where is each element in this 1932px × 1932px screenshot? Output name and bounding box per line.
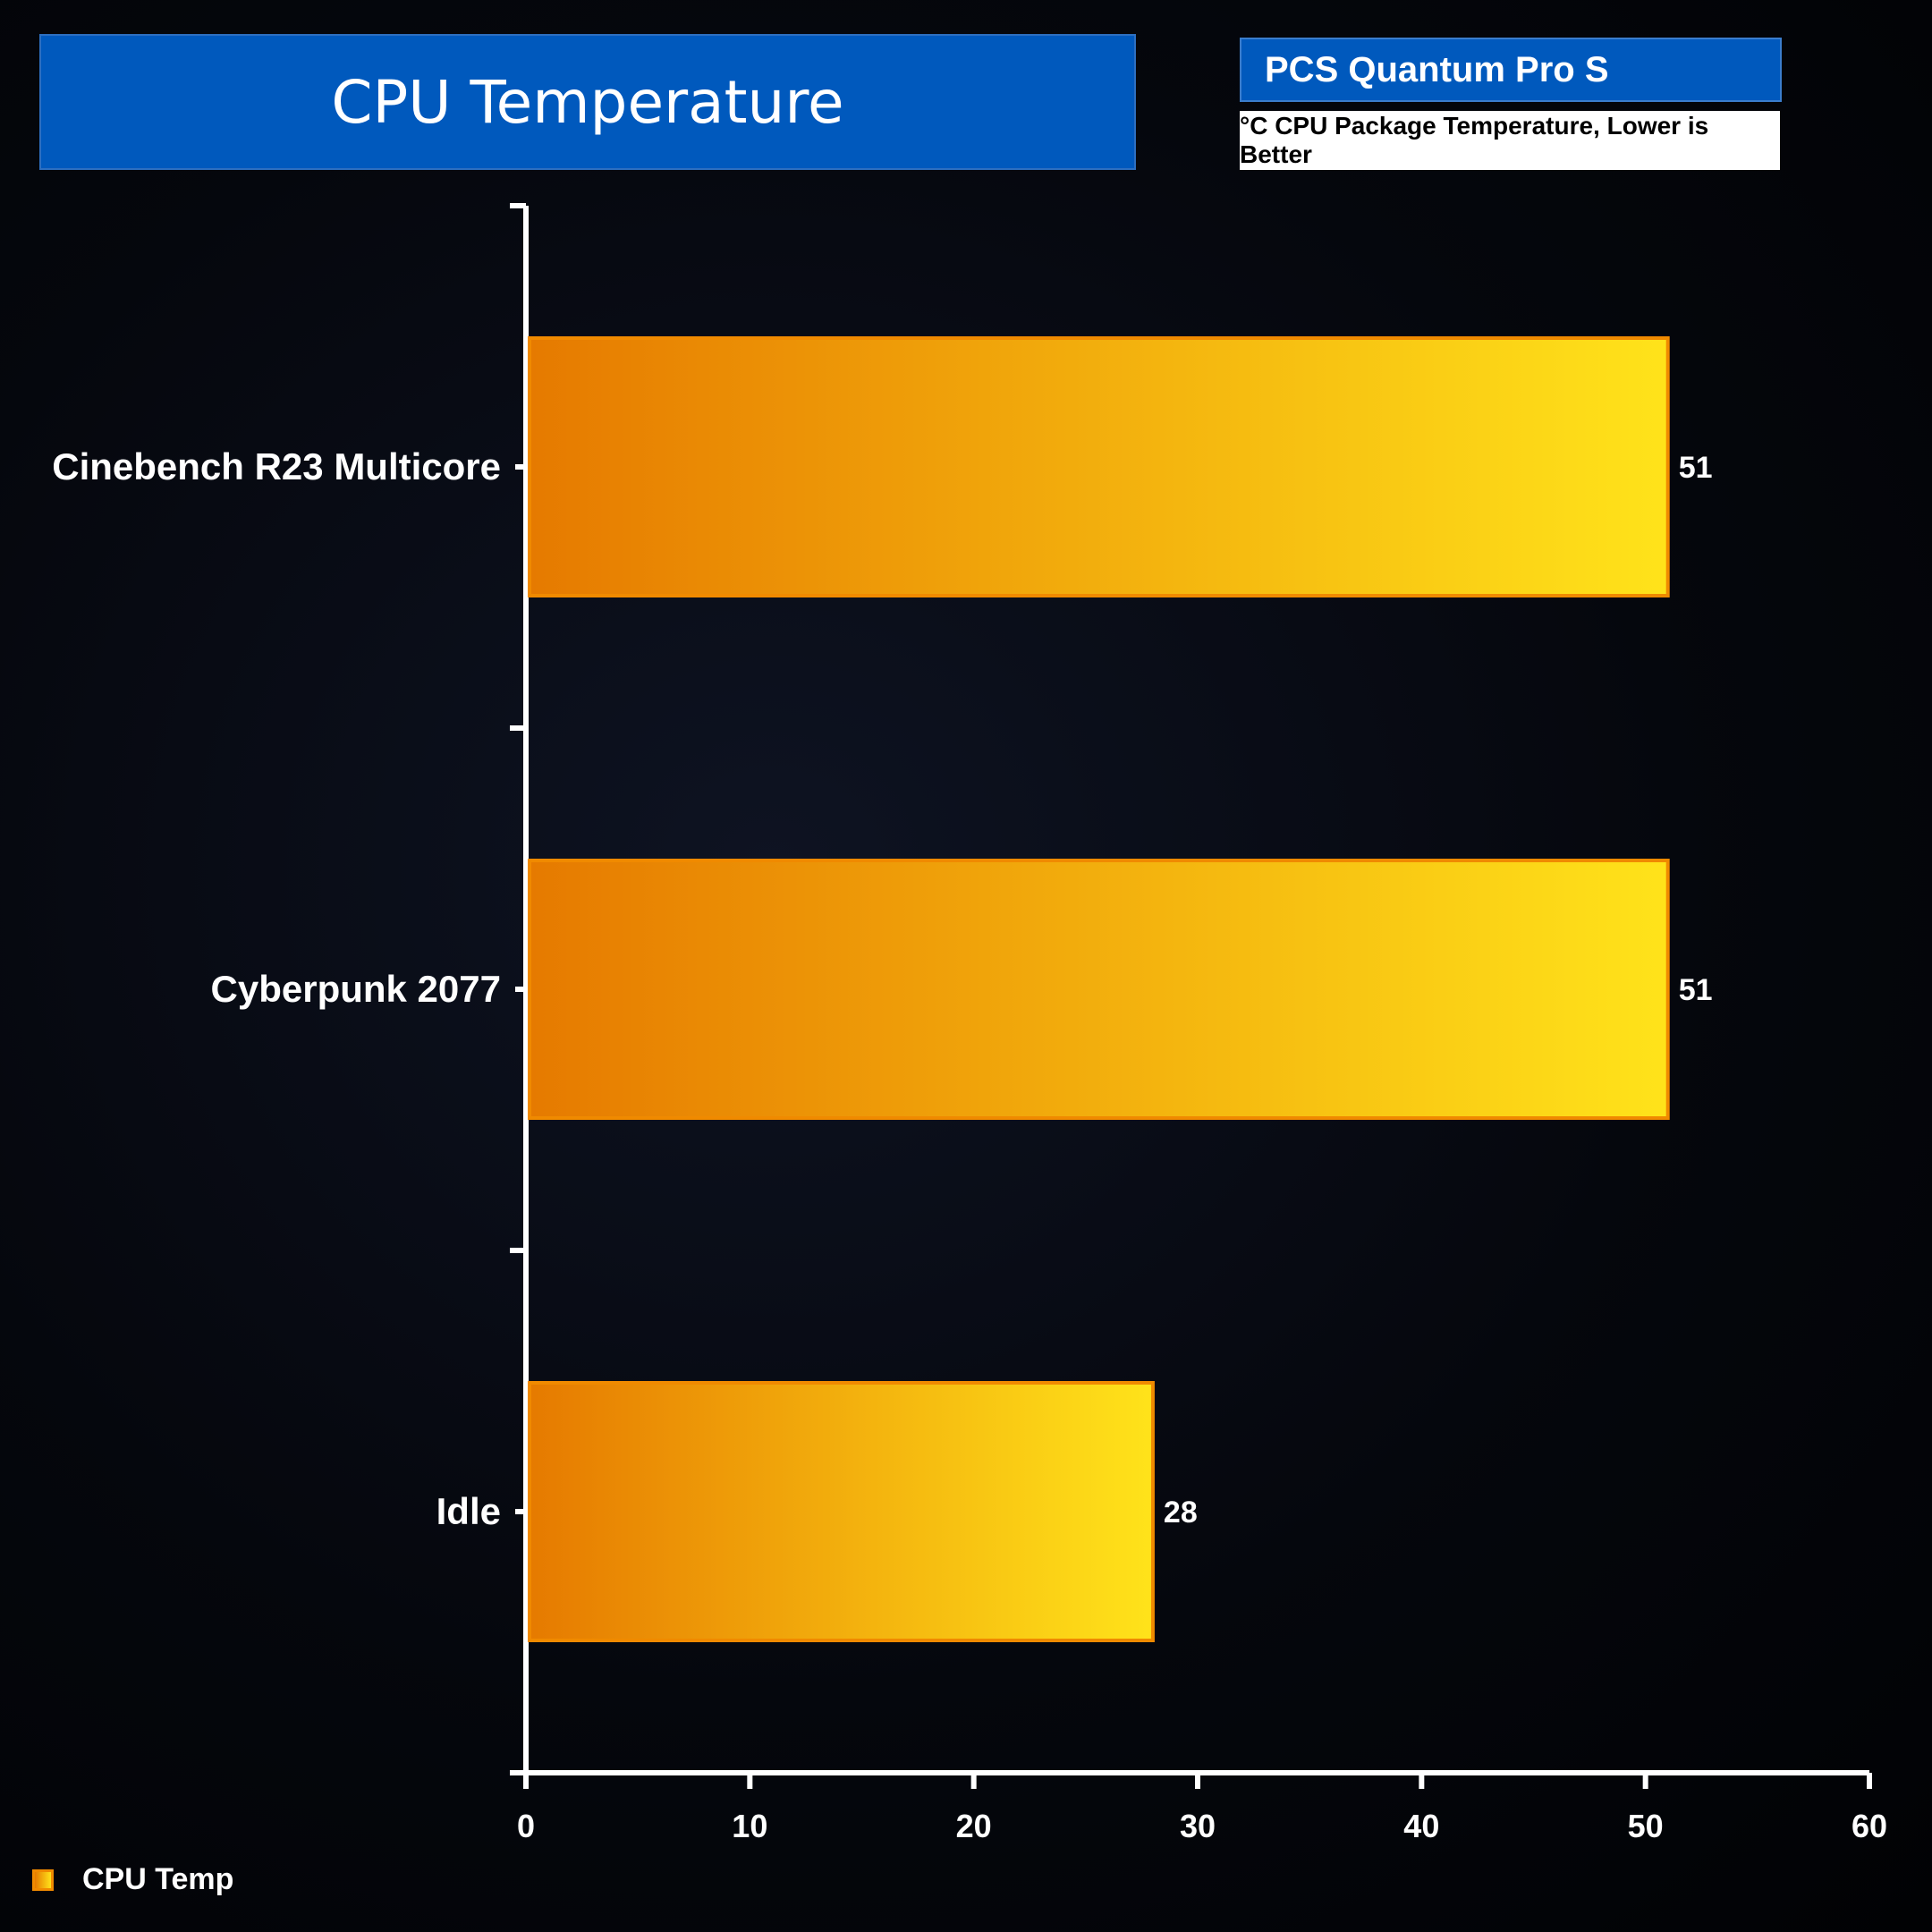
x-tick-label: 60	[1852, 1808, 1887, 1844]
category-label: Cyberpunk 2077	[211, 968, 501, 1010]
legend: CPU Temp	[32, 1862, 233, 1897]
bar	[528, 859, 1670, 1120]
bar	[528, 1381, 1155, 1642]
chart-subtitle: PCS Quantum Pro S	[1265, 49, 1609, 89]
legend-label: CPU Temp	[82, 1862, 234, 1896]
bar	[528, 336, 1670, 597]
units-note-box: °C CPU Package Temperature, Lower is Bet…	[1240, 111, 1780, 170]
x-tick-label: 50	[1628, 1808, 1664, 1844]
x-tick-label: 0	[517, 1808, 535, 1844]
x-tick-label: 30	[1180, 1808, 1216, 1844]
x-tick-label: 10	[732, 1808, 767, 1844]
category-label: Idle	[436, 1490, 501, 1532]
chart-title-box: CPU Temperature	[39, 34, 1136, 170]
legend-swatch	[32, 1868, 54, 1891]
x-tick-label: 20	[956, 1808, 992, 1844]
category-label: Cinebench R23 Multicore	[52, 445, 501, 487]
data-label: 51	[1679, 973, 1713, 1007]
units-note: °C CPU Package Temperature, Lower is Bet…	[1240, 112, 1709, 168]
legend-header: PCS Quantum Pro S	[1240, 38, 1782, 102]
data-label: 51	[1679, 451, 1713, 485]
data-label: 28	[1164, 1496, 1198, 1530]
x-tick-label: 40	[1403, 1808, 1439, 1844]
chart-title: CPU Temperature	[331, 67, 844, 137]
